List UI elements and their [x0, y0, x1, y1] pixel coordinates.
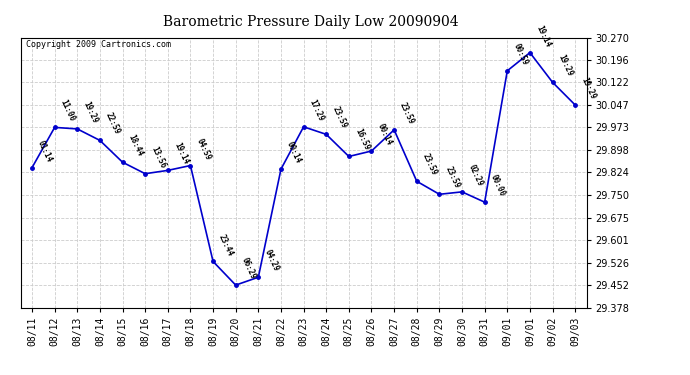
Text: 13:56: 13:56 — [149, 145, 167, 170]
Text: 06:29: 06:29 — [240, 256, 258, 281]
Text: 00:00: 00:00 — [489, 173, 506, 198]
Text: 19:29: 19:29 — [557, 53, 575, 78]
Text: 04:59: 04:59 — [195, 136, 213, 161]
Text: 00:59: 00:59 — [511, 42, 529, 67]
Text: Copyright 2009 Cartronics.com: Copyright 2009 Cartronics.com — [26, 40, 171, 49]
Text: 19:14: 19:14 — [534, 24, 552, 48]
Text: 23:59: 23:59 — [444, 165, 462, 190]
Text: Barometric Pressure Daily Low 20090904: Barometric Pressure Daily Low 20090904 — [163, 15, 458, 29]
Text: 23:59: 23:59 — [331, 105, 348, 130]
Text: 11:00: 11:00 — [59, 99, 77, 123]
Text: 22:59: 22:59 — [104, 111, 122, 136]
Text: 04:29: 04:29 — [262, 248, 280, 273]
Text: 23:59: 23:59 — [398, 101, 416, 126]
Text: 23:59: 23:59 — [421, 152, 439, 177]
Text: 19:14: 19:14 — [172, 141, 190, 166]
Text: 19:29: 19:29 — [81, 100, 99, 125]
Text: 02:29: 02:29 — [466, 163, 484, 188]
Text: 16:59: 16:59 — [353, 128, 371, 152]
Text: 00:14: 00:14 — [375, 122, 393, 147]
Text: 18:44: 18:44 — [127, 133, 145, 158]
Text: 23:44: 23:44 — [217, 232, 235, 257]
Text: 00:14: 00:14 — [285, 140, 303, 165]
Text: 19:29: 19:29 — [580, 76, 598, 101]
Text: 17:29: 17:29 — [308, 98, 326, 123]
Text: 01:14: 01:14 — [36, 139, 54, 164]
